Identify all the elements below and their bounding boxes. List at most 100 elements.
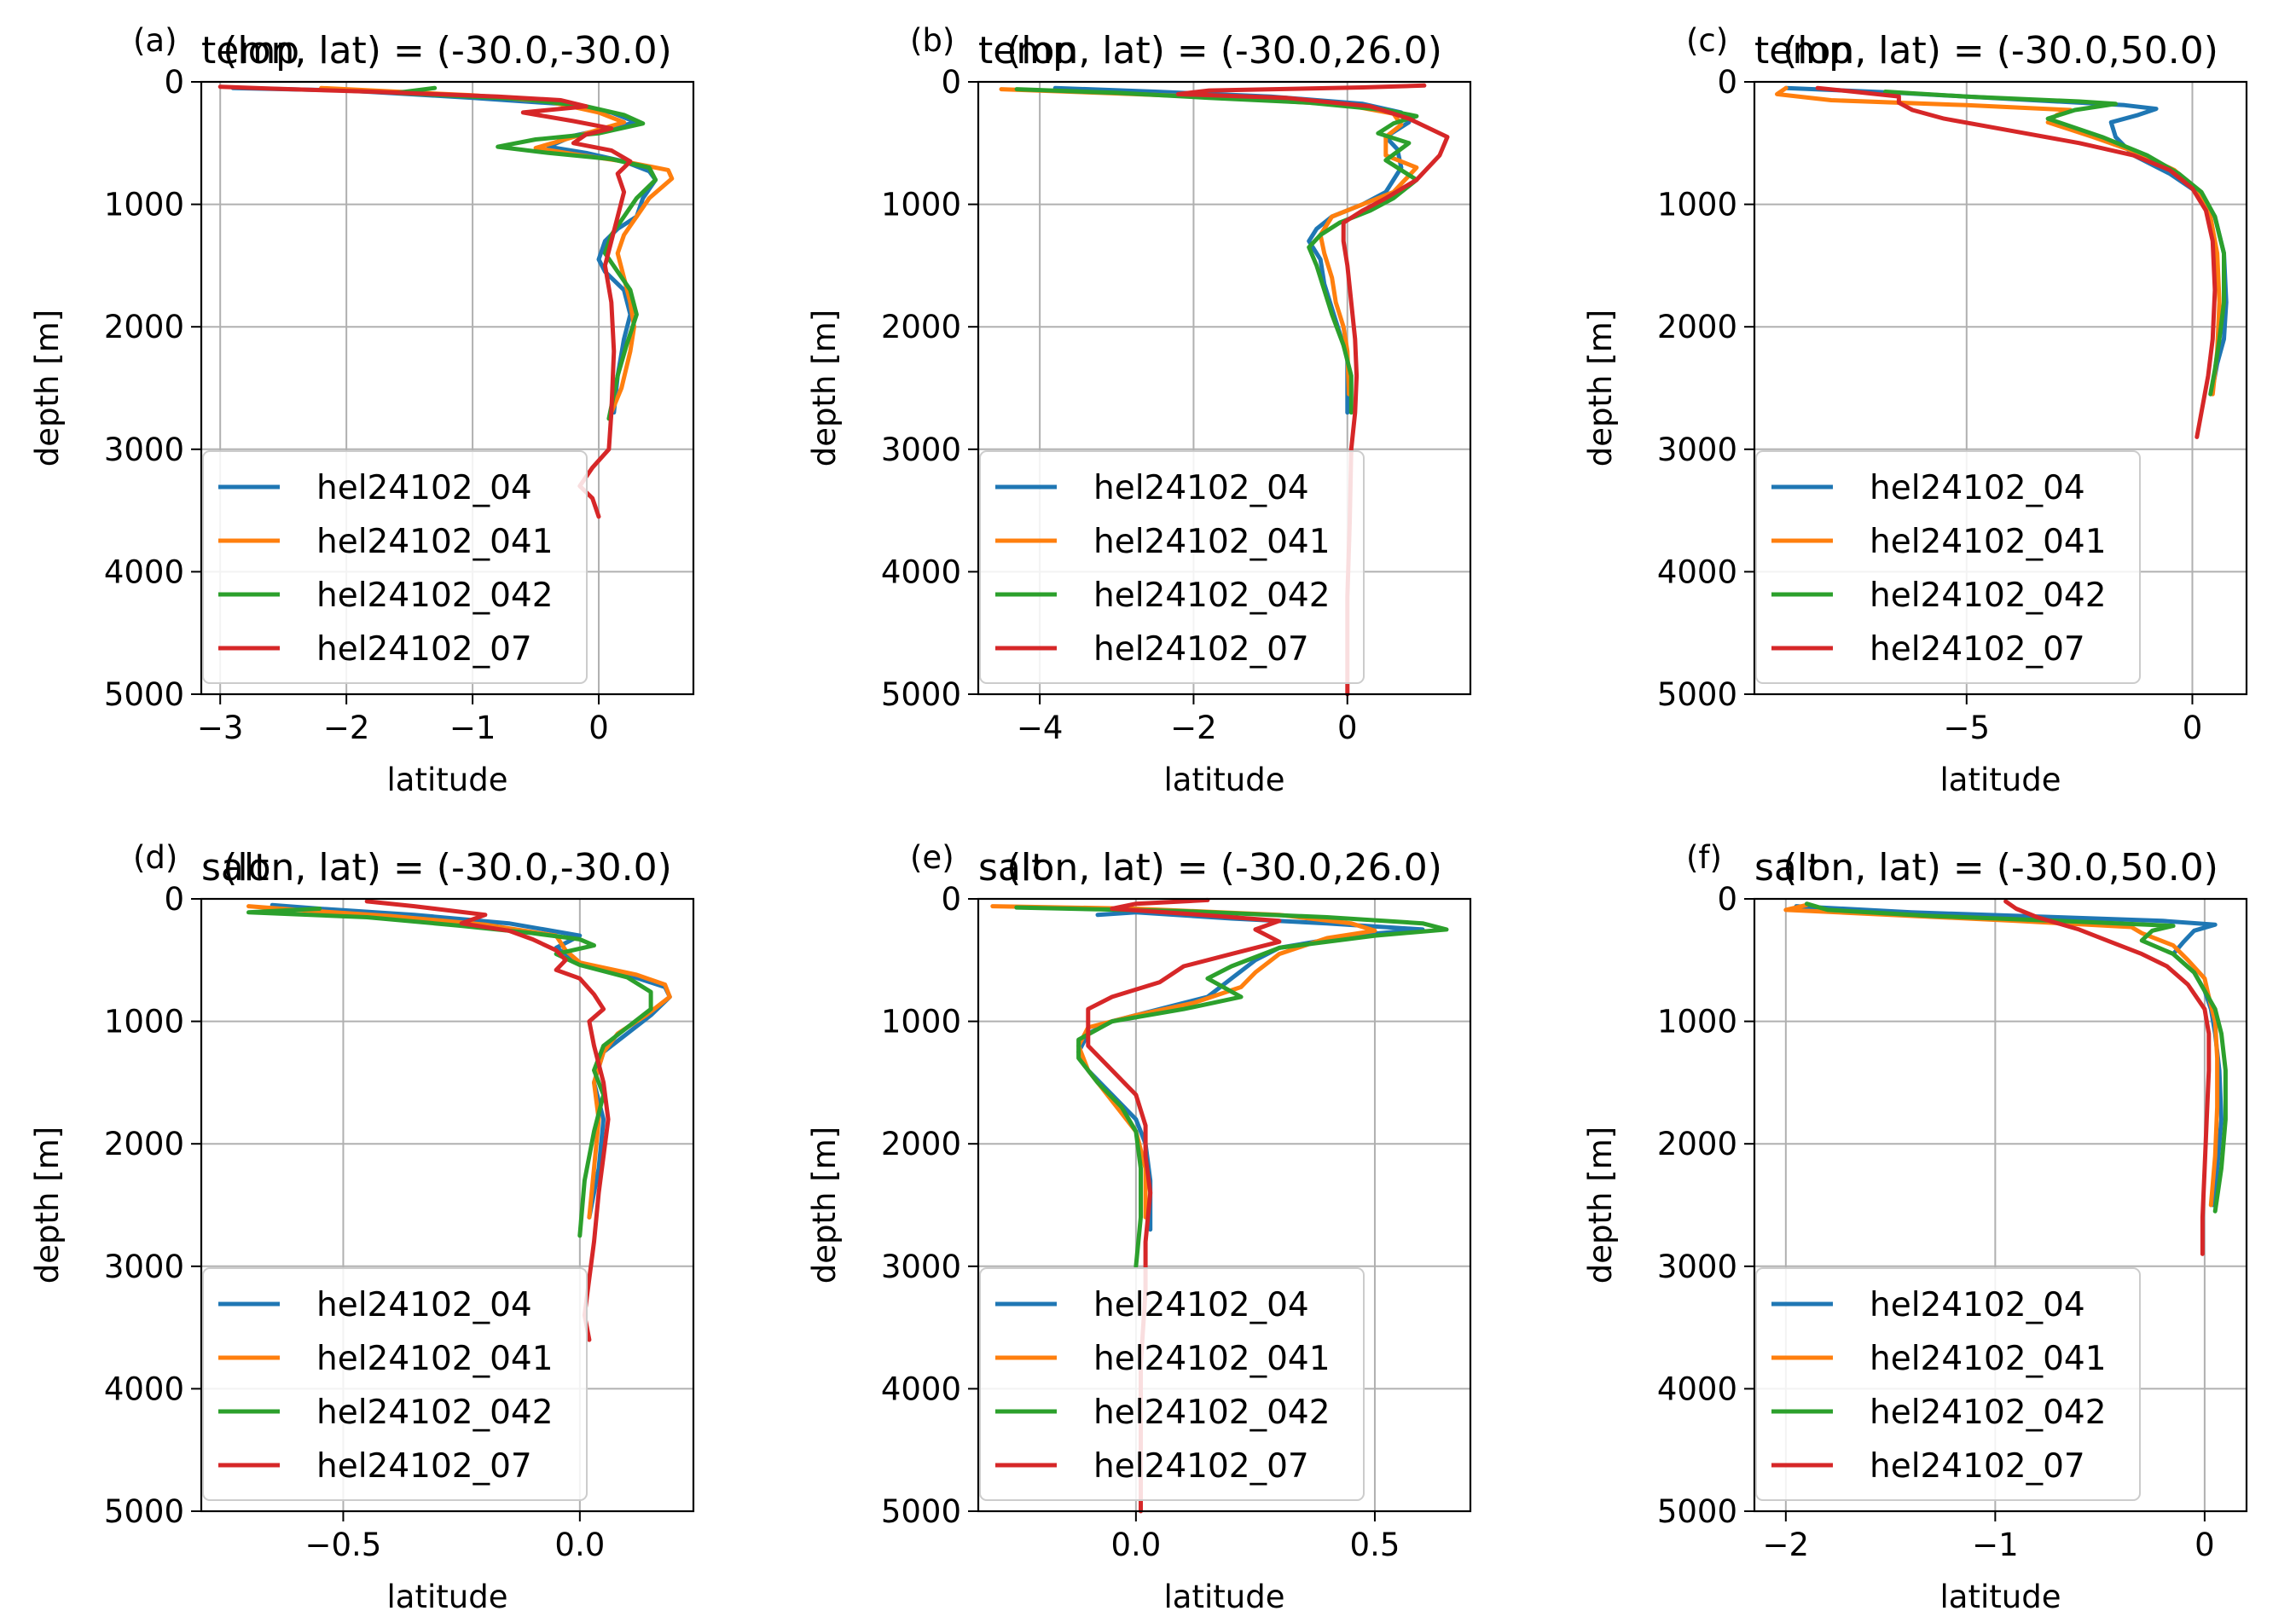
y-tick-label: 3000: [104, 1249, 184, 1285]
axes-frame: [200, 897, 695, 1513]
legend-entry: hel24102_041: [1093, 1340, 1331, 1378]
series-line-hel24102_07: [364, 899, 611, 1342]
y-tick-label: 1000: [1657, 1004, 1737, 1040]
y-tick-label: 3000: [881, 432, 961, 468]
x-tick-label: −3: [197, 710, 244, 746]
y-tick-label: 1000: [881, 1004, 961, 1040]
chart-title: (lon, lat) = (-30.0,50.0): [1783, 846, 2218, 890]
y-tick-label: 5000: [104, 1493, 184, 1530]
axes-frame: [1753, 897, 2248, 1513]
legend-entry: hel24102_042: [1870, 1394, 2107, 1432]
y-tick-label: 4000: [881, 553, 961, 590]
y-tick-label: 5000: [881, 1493, 961, 1530]
legend-entry: hel24102_04: [1870, 469, 2085, 507]
y-tick-label: 0: [164, 64, 184, 101]
legend-entry: hel24102_042: [1093, 577, 1331, 615]
legend-entry: hel24102_042: [1870, 577, 2107, 615]
y-tick-label: 1000: [104, 187, 184, 223]
y-tick-label: 0: [1717, 881, 1737, 918]
legend-entry: hel24102_041: [316, 1340, 554, 1378]
series-line-hel24102_07: [1815, 85, 2218, 439]
y-tick-label: 5000: [104, 676, 184, 713]
x-axis-label: latitude: [1940, 1579, 2061, 1611]
legend-box: [1755, 1267, 2141, 1501]
y-tick-label: 0: [164, 881, 184, 918]
y-tick-label: 1000: [881, 187, 961, 223]
chart-title: (lon, lat) = (-30.0,50.0): [1783, 29, 2218, 72]
legend-entry: hel24102_04: [1093, 469, 1309, 507]
legend-box: [1755, 450, 2141, 684]
x-axis-label: latitude: [1940, 762, 2061, 798]
series-line-hel24102_042: [1883, 90, 2226, 397]
legend-entry: hel24102_042: [316, 1394, 554, 1432]
legend-entry: hel24102_041: [316, 523, 554, 561]
series-line-hel24102_042: [394, 85, 658, 421]
panel-label: (a): [133, 22, 177, 59]
chart-title-overlay: temp: [201, 29, 299, 72]
panel-label: (c): [1686, 22, 1728, 59]
series-line-hel24102_041: [1775, 85, 2222, 397]
y-tick-label: 4000: [104, 1371, 184, 1407]
series-line-hel24102_04: [270, 902, 672, 1220]
legend-entry: hel24102_04: [316, 1286, 532, 1324]
legend-entry: hel24102_07: [316, 1447, 532, 1486]
series-line-hel24102_041: [246, 904, 672, 1220]
y-tick-label: 5000: [881, 676, 961, 713]
y-tick-label: 3000: [881, 1249, 961, 1285]
series-line-hel24102_04: [1794, 904, 2224, 1208]
series-line-hel24102_042: [1014, 905, 1449, 1269]
x-tick-label: 0.0: [554, 1527, 605, 1563]
legend-box: [202, 1267, 588, 1501]
y-tick-label: 2000: [104, 309, 184, 345]
axes-frame: [200, 80, 695, 696]
x-tick-label: 0: [2195, 1527, 2215, 1563]
y-tick-label: 4000: [881, 1371, 961, 1407]
chart-panel-c: −5 0 0 1000 2000 3000 4000 5000 latitude depth [m…: [1582, 22, 2248, 798]
axes-frame: [1753, 80, 2248, 696]
x-axis-label: latitude: [387, 762, 508, 798]
x-tick-label: −2: [323, 710, 370, 746]
x-tick-label: 0: [1337, 710, 1358, 746]
legend-entry: hel24102_07: [316, 630, 532, 669]
y-tick-label: 4000: [1657, 553, 1737, 590]
y-tick-label: 2000: [881, 1126, 961, 1162]
chart-title: (lon, lat) = (-30.0,-30.0): [223, 29, 672, 72]
y-tick-label: 2000: [1657, 309, 1737, 345]
series-line-hel24102_07: [217, 84, 633, 519]
chart-title: (lon, lat) = (-30.0,-30.0): [223, 846, 672, 890]
y-axis-label: depth [m]: [29, 1127, 66, 1284]
panel-label: (f): [1686, 839, 1722, 876]
legend-entry: hel24102_042: [1093, 1394, 1331, 1432]
legend-box: [202, 450, 588, 684]
legend-entry: hel24102_07: [1870, 630, 2085, 669]
y-tick-label: 3000: [104, 432, 184, 468]
x-axis-label: latitude: [1164, 1579, 1285, 1611]
legend-entry: hel24102_04: [1093, 1286, 1309, 1324]
y-tick-label: 0: [1717, 64, 1737, 101]
x-axis-label: latitude: [387, 1579, 508, 1611]
y-tick-label: 0: [941, 881, 961, 918]
chart-title: (lon, lat) = (-30.0,26.0): [1006, 846, 1442, 890]
legend-entry: hel24102_041: [1870, 523, 2107, 561]
legend-entry: hel24102_041: [1093, 523, 1331, 561]
y-tick-label: 2000: [104, 1126, 184, 1162]
legend-entry: hel24102_07: [1093, 630, 1309, 669]
y-tick-label: 5000: [1657, 1493, 1737, 1530]
panel-label: (e): [910, 839, 954, 876]
y-axis-label: depth [m]: [29, 310, 66, 466]
y-tick-label: 4000: [104, 553, 184, 590]
y-axis-label: depth [m]: [1582, 1127, 1619, 1284]
axes-frame: [977, 80, 1472, 696]
series-line-hel24102_07: [1086, 897, 1282, 1514]
y-tick-label: 5000: [1657, 676, 1737, 713]
y-tick-label: 2000: [1657, 1126, 1737, 1162]
x-tick-label: −2: [1763, 1527, 1810, 1563]
y-tick-label: 4000: [1657, 1371, 1737, 1407]
x-axis-label: latitude: [1164, 762, 1285, 798]
legend-box: [979, 450, 1365, 684]
x-tick-label: −5: [1944, 710, 1991, 746]
x-tick-label: −2: [1170, 710, 1217, 746]
x-tick-label: −4: [1017, 710, 1064, 746]
y-tick-label: 0: [941, 64, 961, 101]
